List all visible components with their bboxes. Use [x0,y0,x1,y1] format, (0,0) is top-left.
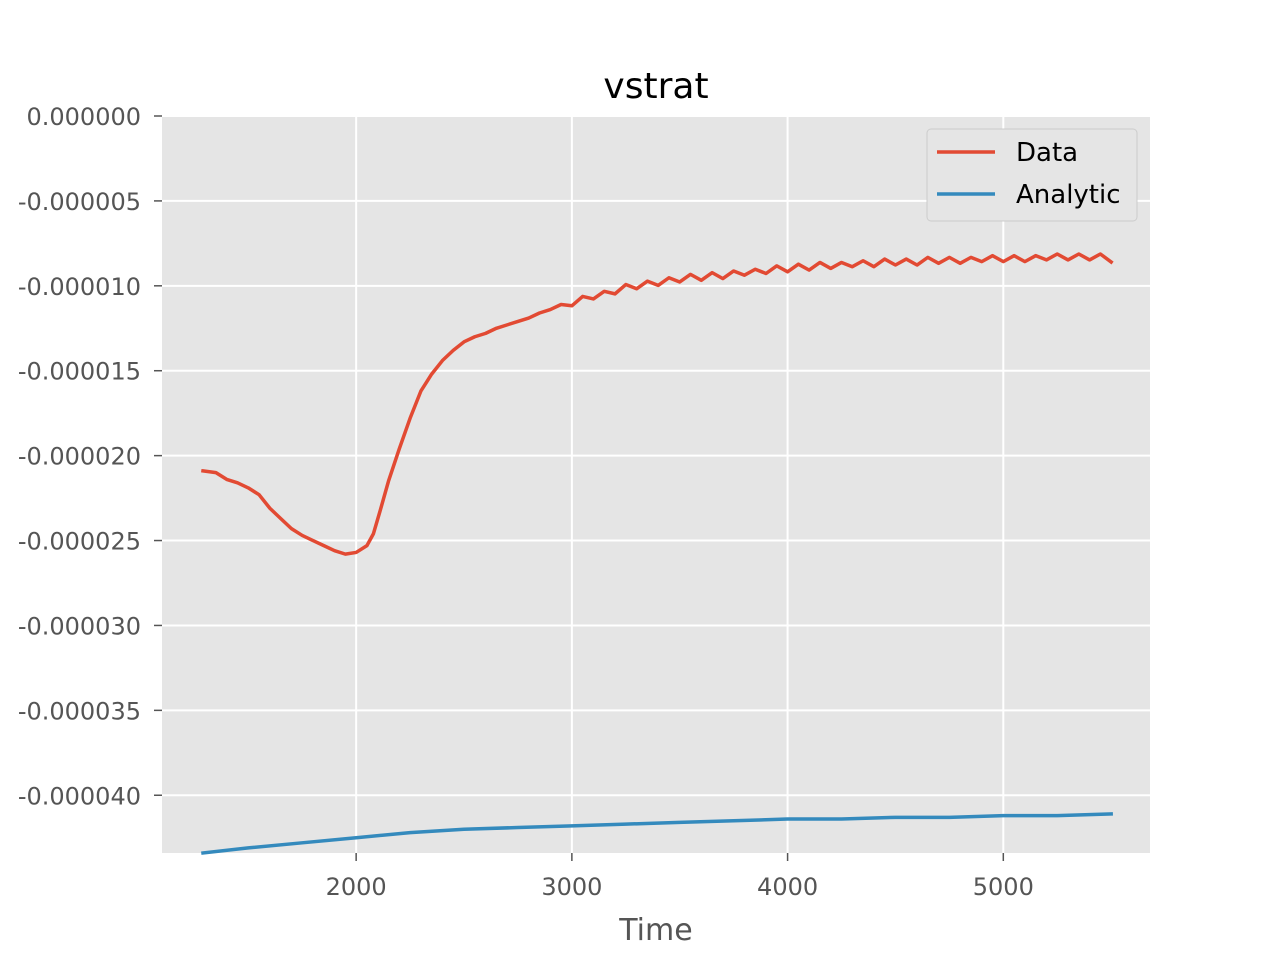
legend-label-data: Data [1016,138,1078,168]
x-axis-label: Time [618,913,692,948]
series-line-analytic [201,812,1113,855]
x-tick-label: 4000 [757,873,818,901]
series-layer [201,252,1114,855]
y-tick-label: -0.000030 [18,612,141,640]
x-tick-label: 3000 [541,873,602,901]
y-tick-label: 0.000000 [26,103,141,131]
y-tick-label: -0.000020 [18,443,141,471]
y-tick-label: -0.000040 [18,782,141,810]
gridlines [162,115,1150,853]
x-tick-label: 5000 [973,873,1034,901]
y-tick-label: -0.000015 [18,358,141,386]
x-tick-label: 2000 [326,873,387,901]
legend: Data Analytic [926,128,1138,222]
legend-label-analytic: Analytic [1016,180,1121,210]
series-line-data [201,252,1114,556]
chart-title: vstrat [603,66,708,107]
axis-ticks: 2000 3000 4000 5000 0.000000 -0.000005 -0.0000… [18,103,1034,901]
y-tick-label: -0.000005 [18,188,141,216]
y-tick-label: -0.000035 [18,697,141,725]
y-tick-label: -0.000010 [18,273,141,301]
y-tick-label: -0.000025 [18,528,141,556]
plot-area [162,116,1150,853]
